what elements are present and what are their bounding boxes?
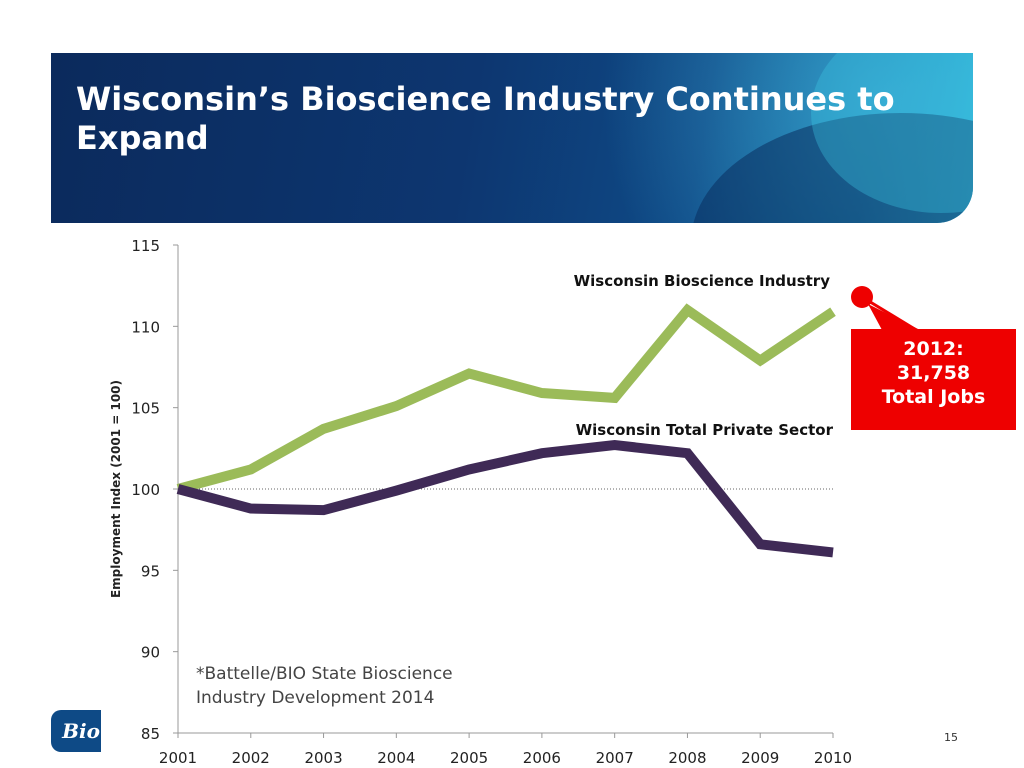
callout-line: Total Jobs [881,386,986,408]
title-banner [51,53,973,223]
y-axis-title: Employment Index (2001 = 100) [109,380,123,598]
series-label: Wisconsin Bioscience Industry [574,272,831,290]
page-number: 15 [944,731,958,744]
y-tick-label: 95 [141,562,160,580]
x-tick-label: 2007 [596,749,634,767]
callout-pointer [868,304,920,330]
y-tick-label: 85 [141,725,160,743]
source-line: *Battelle/BIO State Bioscience [196,664,453,684]
highlight-dot [851,286,873,308]
series-label: Wisconsin Total Private Sector [576,421,834,439]
source-note: *Battelle/BIO State Bioscience Industry … [196,662,453,710]
y-tick-label: 90 [141,644,160,662]
bio-logo: Bio [51,710,101,752]
x-tick-label: 2005 [450,749,488,767]
slide-title: Wisconsin’s Bioscience Industry Continue… [76,80,895,157]
x-tick-label: 2008 [668,749,706,767]
jobs-callout: 2012: 31,758 Total Jobs [851,329,1016,430]
y-tick-label: 115 [131,237,160,255]
x-tick-label: 2002 [232,749,270,767]
callout-line: 31,758 [896,362,971,384]
x-tick-label: 2009 [741,749,779,767]
y-tick-label: 110 [131,318,160,336]
source-line: Industry Development 2014 [196,688,435,708]
x-tick-label: 2010 [814,749,852,767]
x-tick-label: 2003 [304,749,342,767]
x-tick-label: 2004 [377,749,415,767]
series-line-private-sector [176,440,834,558]
x-tick-label: 2001 [159,749,197,767]
y-tick-label: 105 [131,400,160,418]
series-line-bioscience [176,303,836,494]
callout-line: 2012: [903,338,964,360]
y-tick-label: 100 [131,481,160,499]
x-tick-label: 2006 [523,749,561,767]
